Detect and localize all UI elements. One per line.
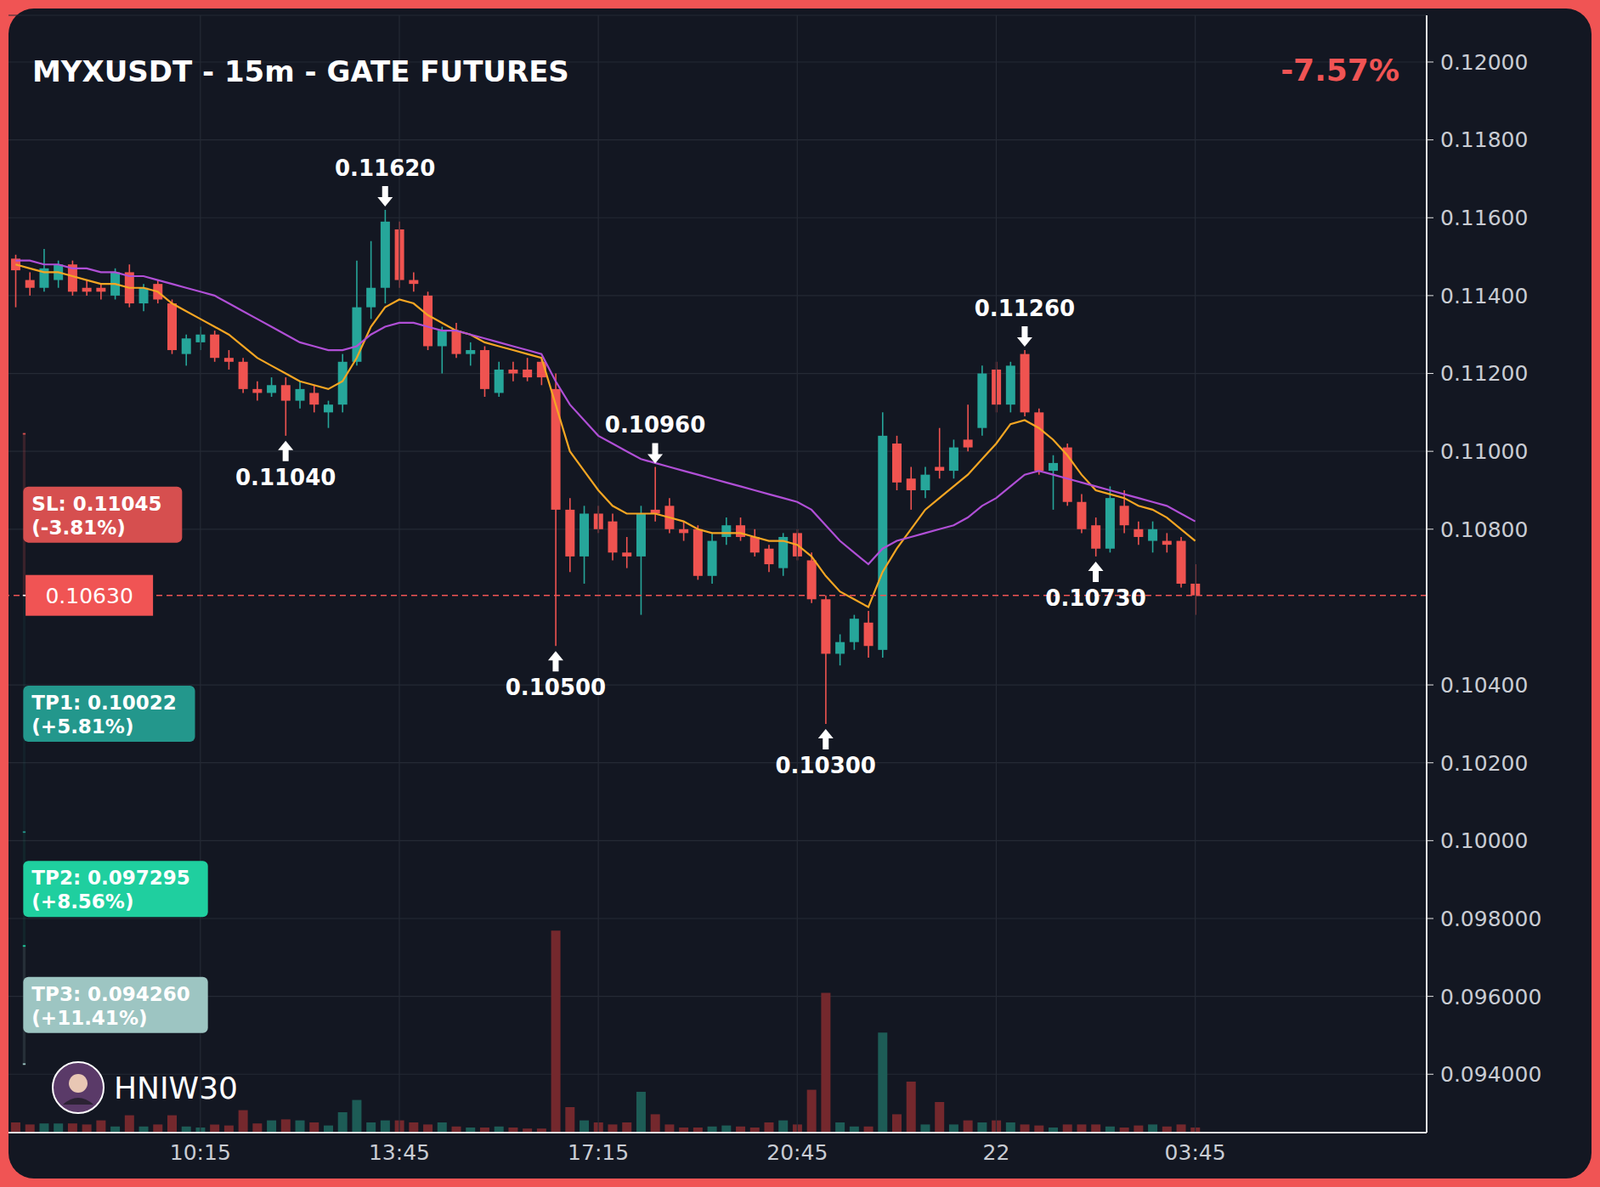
svg-text:0.10800: 0.10800 <box>1440 517 1528 543</box>
svg-text:0.10730: 0.10730 <box>1045 585 1146 611</box>
svg-text:03:45: 03:45 <box>1164 1140 1227 1165</box>
svg-text:13:45: 13:45 <box>368 1140 430 1165</box>
svg-text:0.11800: 0.11800 <box>1440 127 1528 153</box>
svg-text:0.10000: 0.10000 <box>1440 828 1528 854</box>
svg-text:0.10960: 0.10960 <box>604 412 706 438</box>
svg-text:0.11620: 0.11620 <box>334 155 436 181</box>
svg-text:0.12000: 0.12000 <box>1440 50 1528 75</box>
svg-text:SL: 0.11045: SL: 0.11045 <box>31 492 162 515</box>
html-text:MYXUSDT - 15m - GATE FUTURES: MYXUSDT - 15m - GATE FUTURES <box>32 54 570 89</box>
svg-text:0.10300: 0.10300 <box>775 752 877 779</box>
svg-text:20:45: 20:45 <box>766 1140 828 1165</box>
svg-text:0.10400: 0.10400 <box>1440 672 1528 698</box>
svg-text:TP1: 0.10022: TP1: 0.10022 <box>31 691 177 714</box>
svg-text:0.11600: 0.11600 <box>1440 205 1528 231</box>
svg-text:0.11000: 0.11000 <box>1440 439 1528 464</box>
svg-text:10:15: 10:15 <box>169 1140 232 1165</box>
html-text:HNIW30: HNIW30 <box>113 1070 238 1106</box>
svg-text:0.10500: 0.10500 <box>505 674 606 701</box>
svg-text:0.11260: 0.11260 <box>974 295 1075 322</box>
svg-text:0.10630: 0.10630 <box>45 583 133 609</box>
svg-text:0.11400: 0.11400 <box>1440 283 1528 309</box>
svg-text:17:15: 17:15 <box>567 1140 629 1165</box>
svg-text:(+5.81%): (+5.81%) <box>31 715 134 738</box>
svg-text:0.11040: 0.11040 <box>235 464 336 491</box>
svg-text:TP3: 0.094260: TP3: 0.094260 <box>31 983 191 1006</box>
svg-text:22: 22 <box>983 1140 1011 1165</box>
svg-text:0.096000: 0.096000 <box>1440 984 1542 1010</box>
svg-text:(-3.81%): (-3.81%) <box>31 516 125 539</box>
svg-text:0.098000: 0.098000 <box>1440 906 1542 932</box>
svg-text:0.11200: 0.11200 <box>1440 361 1528 386</box>
svg-text:TP2: 0.097295: TP2: 0.097295 <box>31 866 191 889</box>
svg-text:0.10200: 0.10200 <box>1440 751 1528 776</box>
svg-text:(+11.41%): (+11.41%) <box>31 1006 147 1029</box>
html-text:-7.57%: -7.57% <box>1280 52 1400 88</box>
svg-text:0.094000: 0.094000 <box>1440 1062 1542 1087</box>
svg-text:(+8.56%): (+8.56%) <box>31 890 134 913</box>
